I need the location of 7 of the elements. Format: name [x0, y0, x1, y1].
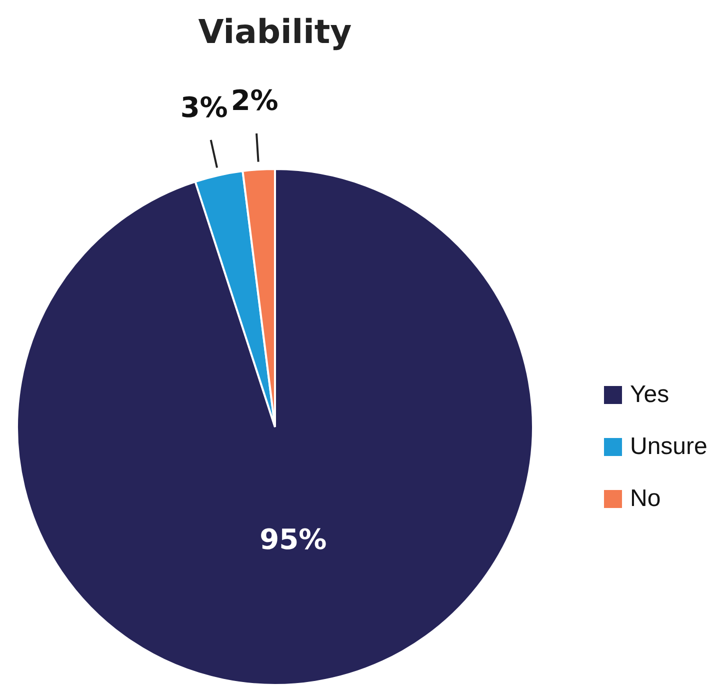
legend-label: Yes — [630, 381, 670, 409]
legend-label: No — [630, 485, 661, 513]
data-label: 3% — [180, 91, 228, 124]
chart-title: Viability — [197, 12, 353, 51]
data-label: 95% — [260, 522, 327, 556]
legend-label: Unsure — [630, 433, 708, 461]
data-label: 2% — [230, 84, 278, 117]
